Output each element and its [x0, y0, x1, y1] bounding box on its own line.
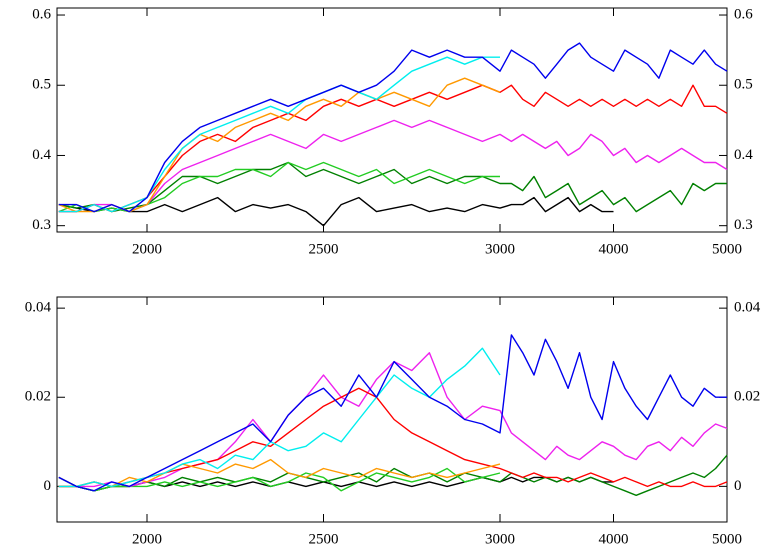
x-tick-label: 2500 [309, 531, 339, 547]
y2-tick-label: 0.04 [734, 300, 761, 316]
plot-frame [56, 296, 728, 523]
x-tick-label: 5000 [712, 241, 742, 257]
y-tick-label: 0.02 [25, 389, 51, 405]
y-tick-label: 0 [44, 478, 52, 494]
data-line [58, 347, 501, 488]
x-tick-label: 4000 [599, 241, 629, 257]
data-line [58, 352, 728, 488]
y2-tick-label: 0.6 [734, 6, 753, 22]
x-tick-label: 3000 [485, 531, 515, 547]
data-line [58, 42, 728, 213]
x-tick-label: 2000 [132, 241, 162, 257]
plot-frame [56, 7, 728, 233]
data-line [58, 454, 728, 496]
y2-tick-label: 0 [734, 478, 742, 494]
plot-panel: 0.3 0.3 0.4 0.4 0.5 0.5 0.6 0.6 2000 2500 3000 4000… [32, 6, 753, 257]
y-tick-label: 0.04 [25, 300, 52, 316]
data-line [58, 467, 501, 492]
data-line [58, 334, 727, 492]
y-tick-label: 0.5 [32, 77, 51, 93]
x-tick-label: 5000 [712, 531, 742, 547]
y-tick-label: 0.3 [32, 217, 51, 233]
data-line [58, 161, 500, 213]
plot-panel: 0 0 0.02 0.02 0.04 0.04 2000 2500 3000 4000 5000 [25, 296, 761, 547]
y-tick-label: 0.4 [32, 147, 51, 163]
y-tick-label: 0.6 [32, 6, 51, 22]
data-line [58, 161, 727, 213]
x-tick-label: 3000 [485, 241, 515, 257]
y2-tick-label: 0.4 [734, 147, 753, 163]
y2-tick-label: 0.02 [734, 389, 760, 405]
data-line [58, 119, 728, 213]
data-line [58, 196, 614, 227]
x-tick-label: 2000 [132, 531, 162, 547]
x-tick-label: 2500 [309, 241, 339, 257]
data-line [58, 77, 501, 213]
data-line [58, 84, 728, 213]
data-line [58, 458, 501, 488]
data-line [58, 56, 500, 213]
x-tick-label: 4000 [599, 531, 629, 547]
y2-tick-label: 0.5 [734, 77, 753, 93]
y2-tick-label: 0.3 [734, 217, 753, 233]
